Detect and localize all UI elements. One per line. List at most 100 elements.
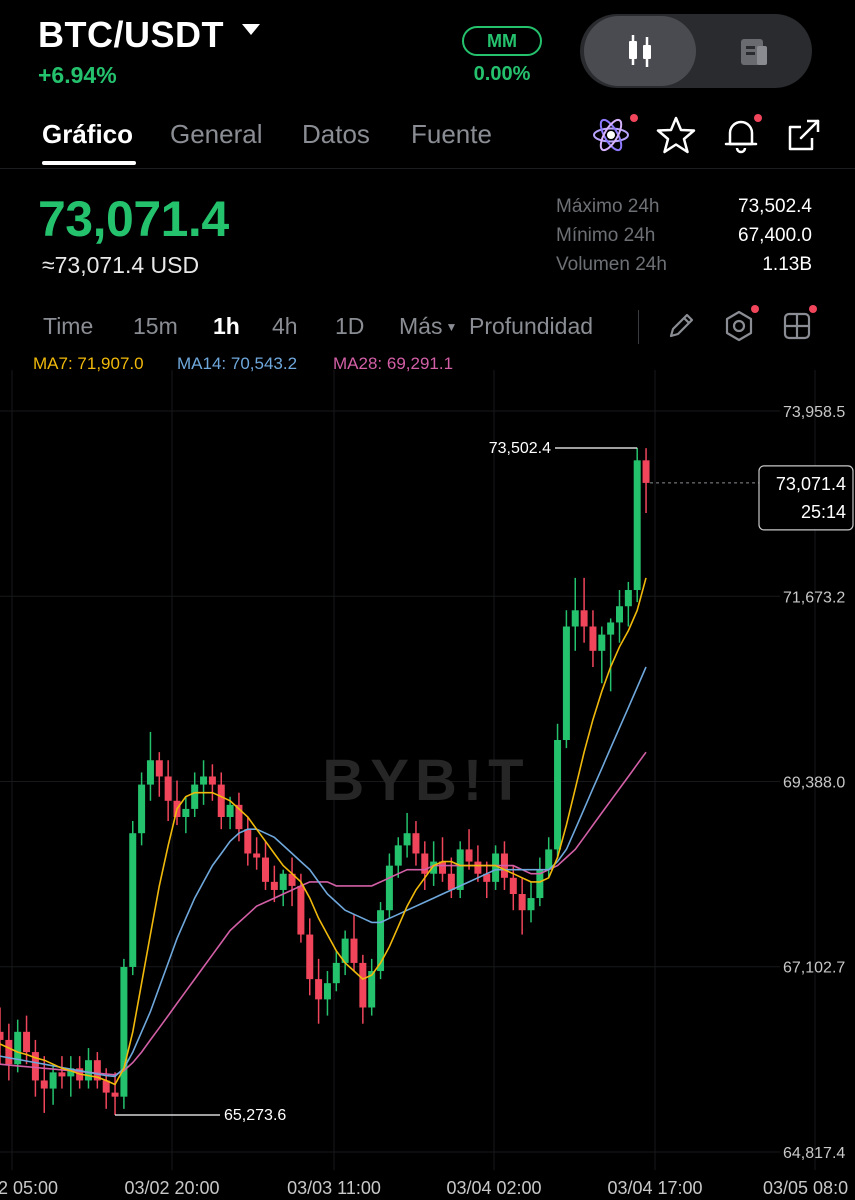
candle-body [315, 979, 323, 1000]
y-tick-label: 64,817.4 [783, 1145, 845, 1162]
candle-body [102, 1080, 110, 1093]
ma14-value: 70,543.2 [230, 354, 298, 373]
candle-body [624, 590, 632, 607]
candle-body [49, 1072, 57, 1089]
timeframe-4h[interactable]: 4h [272, 313, 298, 339]
candle-body [31, 1052, 39, 1081]
candle-body [217, 784, 225, 818]
candle-body [359, 962, 367, 1008]
candle-body [279, 873, 287, 890]
stat-volume-label: Volumen 24h [556, 254, 667, 275]
alerts-button[interactable] [718, 112, 764, 158]
candle-body [0, 1031, 4, 1040]
tab-datos[interactable]: Datos [302, 119, 370, 149]
candle-body [270, 881, 278, 890]
timeframe-1d[interactable]: 1D [335, 313, 365, 339]
candle-body [14, 1031, 22, 1065]
candle-body [483, 873, 491, 882]
favorite-button[interactable] [653, 112, 699, 158]
candle-body [571, 610, 579, 627]
candle-body [226, 804, 234, 818]
ma28-legend: MA28: 69,291.1 [333, 354, 453, 374]
pair-dropdown-caret-icon[interactable] [242, 24, 260, 35]
layout-notification-dot [809, 305, 817, 313]
bell-icon [724, 120, 758, 154]
candle-body [607, 622, 615, 635]
candle-body [368, 971, 376, 1008]
candle-body [562, 626, 570, 740]
candle-body [253, 853, 261, 858]
candle-body [492, 853, 500, 882]
candle-body [642, 460, 650, 483]
ma14-legend: MA14: 70,543.2 [177, 354, 297, 374]
ai-notification-dot [630, 114, 638, 122]
candle-body [394, 845, 402, 866]
current-price-box [758, 465, 854, 531]
timeframe-1h[interactable]: 1h [213, 313, 240, 339]
candle-body [633, 460, 641, 591]
candle-body [67, 1068, 75, 1077]
timeframe-depth[interactable]: Profundidad [469, 313, 594, 339]
candle-body [350, 938, 358, 963]
share-icon [788, 119, 820, 151]
candle-body [527, 898, 535, 911]
ma7-label: MA7: [33, 354, 73, 373]
candlestick-view-button[interactable] [584, 16, 696, 86]
y-tick-label: 73,958.5 [783, 404, 845, 421]
drawing-tool-button[interactable] [658, 303, 704, 349]
current-price-label: 73,071.4 [776, 474, 846, 494]
ma7-line [0, 577, 647, 1086]
ma14-line [0, 666, 647, 1078]
candle-body [412, 833, 420, 854]
star-icon [656, 116, 696, 154]
orderbook-view-button[interactable] [700, 16, 808, 86]
candle-body [536, 869, 544, 899]
pair-title[interactable]: BTC/USDT [38, 14, 224, 55]
tab-fuente[interactable]: Fuente [411, 119, 492, 149]
pencil-icon [669, 313, 694, 338]
candle-body [155, 760, 163, 777]
last-price-usd: ≈73,071.4 USD [42, 252, 200, 278]
candle-body [332, 962, 340, 984]
candle-body [580, 610, 588, 627]
tab-grafico[interactable]: Gráfico [42, 119, 134, 149]
stat-low-value: 67,400.0 [738, 225, 812, 246]
stat-high-label: Máximo 24h [556, 196, 660, 217]
candle-body [111, 1092, 119, 1097]
candlestick-chart[interactable]: BYB!T 73,502.4 65,273.6 73,071.4 25:14 73,958… [0, 370, 855, 1200]
layout-grid-icon [783, 312, 811, 340]
timeframe-time[interactable]: Time [43, 313, 94, 339]
candlestick-icon [629, 35, 651, 67]
candle-body [191, 784, 199, 809]
x-tick-label: 03/05 08:0 [763, 1178, 848, 1198]
candle-body [297, 885, 305, 935]
candle-body [235, 804, 243, 830]
candle-body [129, 833, 137, 967]
candle-body [509, 877, 517, 895]
candle-body [208, 776, 216, 785]
ai-button[interactable] [588, 112, 634, 158]
mm-badge[interactable]: MM [462, 26, 542, 56]
share-button[interactable] [781, 112, 827, 158]
candle-body [474, 861, 482, 874]
candle-body [138, 784, 146, 834]
candle-body [182, 808, 190, 818]
toolbar-divider [638, 310, 639, 344]
candle-body [447, 873, 455, 890]
candle-body [377, 910, 385, 972]
layout-button[interactable] [774, 303, 820, 349]
indicator-settings-button[interactable] [716, 303, 762, 349]
ma7-value: 71,907.0 [77, 354, 144, 373]
timeframe-15m[interactable]: 15m [133, 313, 178, 339]
indicator-notification-dot [751, 305, 759, 313]
low-marker-label: 65,273.6 [224, 1107, 286, 1124]
tab-general[interactable]: General [170, 119, 263, 149]
candle-body [456, 849, 464, 890]
stat-low-label: Mínimo 24h [556, 225, 656, 246]
y-tick-label: 69,388.0 [783, 774, 845, 791]
candle-body [545, 849, 553, 870]
candle-body [146, 760, 154, 785]
candle-body [288, 873, 296, 886]
timeframe-more[interactable]: Más ▼ [399, 313, 457, 340]
ma7-legend: MA7: 71,907.0 [33, 354, 144, 374]
